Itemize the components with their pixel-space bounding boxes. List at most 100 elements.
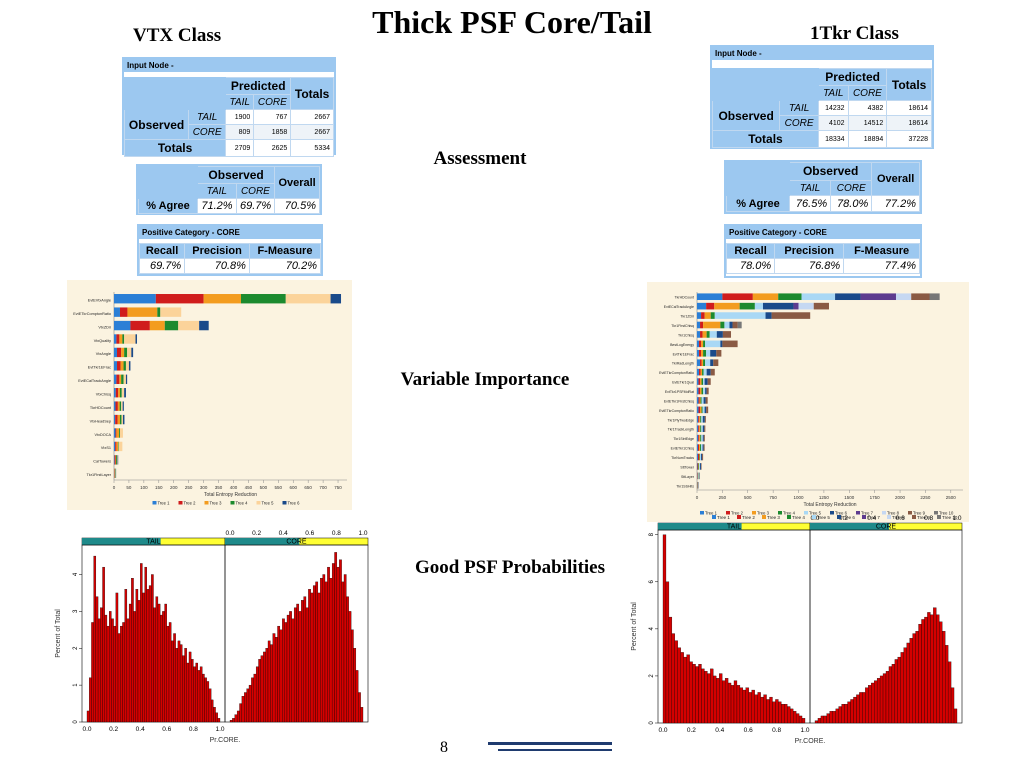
importance-bar-segment (114, 455, 115, 464)
legend-label: Tree 3 (210, 500, 223, 505)
importance-bar-segment (119, 375, 121, 384)
x-tick-label: 1750 (870, 495, 881, 500)
histogram-bar (787, 707, 790, 723)
tkr-agree-panel: Observed Overall TAIL CORE % Agree 76.5%… (724, 160, 922, 214)
importance-bar-segment (130, 321, 149, 330)
importance-bar-segment (118, 388, 120, 397)
importance-bar-segment (697, 463, 698, 470)
category-label: EvtETkr1Chisq (671, 447, 694, 451)
x-tick-label: 300 (200, 485, 208, 490)
histogram-bar (301, 600, 303, 722)
histogram-bar (289, 611, 291, 722)
y-axis-label: Percent of Total (55, 609, 62, 658)
histogram-bar (240, 704, 242, 722)
vtx-agree-value: 71.2% (198, 199, 237, 214)
importance-bar-segment (704, 397, 706, 404)
vtx-confusion-header: Input Node - (124, 59, 334, 72)
histogram-bar (916, 631, 919, 723)
importance-bar-segment (753, 293, 778, 300)
legend-label: Tree 5 (817, 515, 830, 520)
histogram-bar (913, 634, 916, 723)
tkr-agree-overall: Overall (872, 163, 920, 196)
variable-importance-label: Variable Importance (360, 369, 610, 391)
histogram-bar (927, 612, 930, 723)
importance-bar-segment (114, 307, 120, 316)
tkr-cell: 37228 (887, 131, 932, 148)
category-label: Tkr1StrtEdge (673, 437, 694, 441)
importance-bar-segment (700, 322, 703, 329)
importance-bar-segment (713, 359, 718, 366)
importance-bar-segment (699, 388, 701, 395)
category-label: CalTowers (93, 460, 111, 464)
importance-bar-segment (699, 350, 701, 357)
importance-bar-segment (116, 428, 119, 437)
category-label: VtxHeadSep (90, 419, 111, 423)
vtx-pred-core: CORE (254, 95, 291, 110)
histogram-bar (304, 597, 306, 722)
category-label: VtxDOCA (95, 433, 112, 437)
tkr-agree-tail: TAIL (790, 180, 831, 196)
histogram-bar (209, 689, 211, 722)
x-tick-label: 600 (289, 485, 297, 490)
histogram-bar (247, 689, 249, 722)
vtx-cell: 2709 (226, 140, 254, 157)
panel-label: CORE (286, 539, 307, 546)
histogram-bar (951, 688, 954, 723)
importance-bar-segment (114, 401, 115, 410)
importance-bar-segment (733, 322, 738, 329)
importance-bar-segment (120, 428, 123, 437)
histogram-bar (770, 697, 773, 723)
vtx-cell: 2667 (291, 125, 334, 140)
legend-label: Tree 3 (767, 515, 780, 520)
x-tick-label: 650 (304, 485, 312, 490)
importance-bar-segment (701, 397, 702, 404)
histogram-bar (169, 622, 171, 722)
importance-bar-segment (697, 416, 698, 423)
importance-bar-segment (697, 359, 700, 366)
vtx-agree-core: CORE (236, 184, 275, 199)
histogram-bar (954, 709, 957, 723)
importance-bar-segment (706, 397, 708, 404)
category-label: EvtETkrComptonRatio (659, 371, 694, 375)
tkr-agree-value: 77.2% (872, 196, 920, 212)
importance-bar-segment (704, 435, 705, 442)
tkr-metric-value: 76.8% (775, 259, 844, 274)
importance-bar-segment (697, 369, 699, 376)
importance-bar-segment (729, 322, 732, 329)
histogram-bar (129, 604, 131, 722)
histogram-bar (749, 692, 752, 723)
importance-bar-segment (700, 444, 701, 451)
importance-bar-segment (700, 416, 701, 423)
legend-label: Tree 2 (184, 500, 197, 505)
histogram-bar (249, 685, 251, 722)
importance-bar-segment (710, 331, 717, 338)
importance-bar-segment (115, 455, 116, 464)
histogram-bar (784, 704, 787, 723)
histogram-bar (945, 645, 948, 723)
page-number: 8 (440, 739, 448, 757)
histogram-bar (874, 681, 877, 723)
histogram-bar (202, 674, 204, 722)
histogram-bar (327, 567, 329, 722)
histogram-bar (856, 695, 859, 723)
importance-bar-segment (706, 407, 708, 414)
importance-bar-segment (121, 415, 122, 424)
tkr-pred-tail: TAIL (818, 86, 848, 101)
importance-bar-segment (703, 407, 705, 414)
histogram-bar (299, 611, 301, 722)
importance-bar-segment (707, 369, 711, 376)
vtx-agree-panel: Observed Overall TAIL CORE % Agree 71.2%… (136, 164, 322, 215)
x-tick-label: 100 (140, 485, 148, 490)
histogram-bar (922, 619, 925, 723)
histogram-bar (796, 714, 799, 723)
category-label: EvtECalTrackAngle (78, 379, 111, 383)
importance-bar-segment (702, 369, 704, 376)
histogram-bar (235, 715, 237, 722)
histogram-bar (213, 707, 215, 722)
importance-bar-segment (697, 331, 700, 338)
importance-bar-segment (738, 322, 742, 329)
importance-bar-segment (698, 444, 699, 451)
histogram-bar (901, 652, 904, 723)
histogram-bar (311, 593, 313, 722)
histogram-bar (815, 721, 818, 723)
